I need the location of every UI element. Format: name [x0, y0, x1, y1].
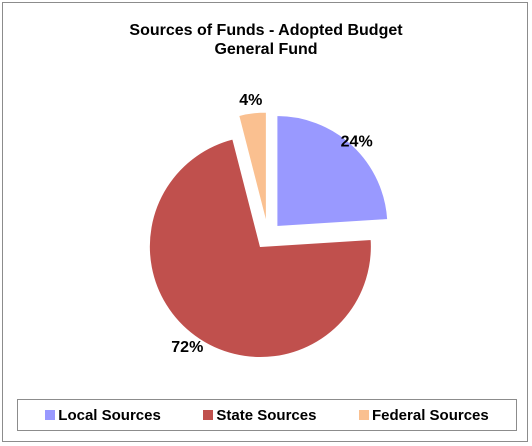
legend-item-local: Local Sources — [45, 407, 161, 424]
chart-title-block: Sources of Funds - Adopted Budget Genera… — [3, 21, 529, 59]
data-label-state: 72% — [171, 339, 203, 356]
chart-subtitle: General Fund — [214, 41, 318, 58]
chart-title: Sources of Funds - Adopted Budget — [129, 22, 403, 39]
legend-item-state: State Sources — [203, 407, 316, 424]
data-label-local: 24% — [341, 134, 373, 151]
legend-item-federal: Federal Sources — [359, 407, 489, 424]
pie-slice-local — [276, 115, 389, 228]
legend-label-local: Local Sources — [58, 406, 161, 424]
legend: Local Sources State Sources Federal Sour… — [17, 399, 517, 431]
legend-label-federal: Federal Sources — [372, 406, 489, 424]
legend-swatch-federal — [359, 410, 369, 420]
pie-chart: 24% 72% 4% — [148, 92, 389, 359]
data-label-federal: 4% — [239, 92, 262, 109]
pie-slice-state — [148, 138, 372, 359]
legend-swatch-local — [45, 410, 56, 420]
legend-swatch-state — [203, 410, 214, 420]
legend-label-state: State Sources — [216, 406, 317, 424]
chart-frame: Sources of Funds - Adopted Budget Genera… — [2, 2, 528, 442]
pie-slice-federal — [238, 111, 267, 224]
